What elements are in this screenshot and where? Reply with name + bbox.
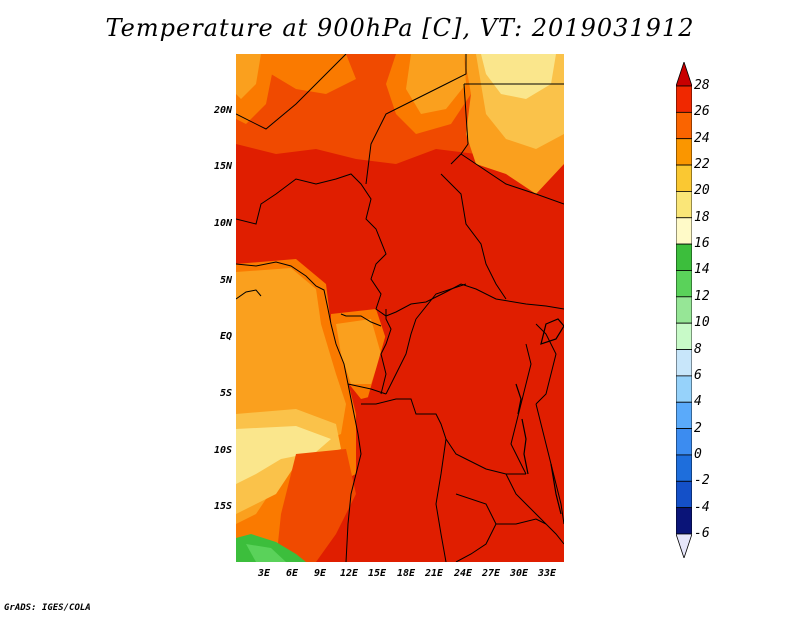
colorbar-box (676, 138, 692, 166)
lon-label-33e: 33E (537, 568, 557, 579)
ocean-coolest (236, 426, 331, 484)
colorbar-box (676, 243, 692, 271)
colorbar-box (676, 375, 692, 403)
lat-label-15n: 15N (213, 161, 232, 172)
colorbar-label: 2 (694, 420, 702, 436)
colorbar-label: 28 (694, 78, 710, 93)
lat-label-eq: EQ (219, 331, 232, 342)
lon-label-27e: 27E (481, 568, 501, 579)
colorbar-box (676, 191, 692, 219)
lat-label-10s: 10S (213, 445, 232, 456)
colorbar-box (676, 322, 692, 350)
lakes (515, 318, 564, 515)
colorbar-label: 24 (694, 130, 710, 146)
colorbar-box (676, 217, 692, 245)
colorbar-label: 8 (694, 341, 702, 357)
lat-label-20n: 20N (213, 105, 232, 116)
lon-label-30e: 30E (509, 568, 529, 579)
lon-label-9e: 9E (313, 568, 327, 579)
colorbar-label: -6 (694, 526, 710, 541)
colorbar (676, 62, 692, 558)
colorbar-label: 26 (694, 104, 710, 120)
chart-title: Temperature at 900hPa [C], VT: 201903191… (105, 14, 695, 42)
colorbar-label: -2 (694, 473, 710, 489)
northwest-cool (236, 54, 261, 99)
colorbar-box (676, 296, 692, 324)
lon-label-18e: 18E (396, 568, 416, 579)
lon-label-6e: 6E (285, 568, 299, 579)
colorbar-label: 6 (694, 367, 702, 383)
colorbar-box (676, 164, 692, 192)
colorbar-label: 14 (694, 262, 710, 278)
central-hot-core (356, 164, 564, 562)
colorbar-box (676, 349, 692, 377)
lat-label-15s: 15S (213, 501, 232, 512)
north-orange-patch (266, 54, 356, 94)
colorbar-box (676, 85, 692, 113)
colorbar-label: 0 (694, 446, 702, 462)
colorbar-box (676, 428, 692, 456)
colorbar-label: -4 (694, 499, 710, 515)
angola-warm (276, 449, 356, 562)
lon-label-15e: 15E (367, 568, 387, 579)
colorbar-box (676, 507, 692, 535)
lon-label-24e: 24E (453, 568, 473, 579)
colorbar-bottom-arrow (676, 533, 692, 558)
southwest-green-light (246, 544, 286, 562)
lon-label-21e: 21E (424, 568, 444, 579)
colorbar-label: 4 (694, 394, 702, 410)
colorbar-label: 10 (694, 315, 710, 331)
colorbar-box (676, 401, 692, 429)
colorbar-box (676, 480, 692, 509)
lon-label-3e: 3E (257, 568, 271, 579)
congo-coast-cooler (336, 319, 381, 384)
colorbar-box (676, 111, 692, 140)
colorbar-box (676, 270, 692, 298)
colorbar-label: 16 (694, 236, 710, 252)
lat-label-10n: 10N (213, 218, 232, 229)
colorbar-label: 12 (694, 288, 710, 304)
grads-credit: GrADS: IGES/COLA (4, 603, 91, 613)
colorbar-top-arrow (676, 62, 692, 87)
northeast-coolest (481, 54, 556, 99)
lat-label-5s: 5S (219, 388, 232, 399)
country-borders (236, 54, 564, 562)
north-sahara-cool (406, 54, 466, 114)
colorbar-box (676, 454, 692, 482)
lon-label-12e: 12E (339, 568, 359, 579)
colorbar-label: 20 (694, 183, 710, 199)
lat-label-5n: 5N (219, 275, 232, 286)
colorbar-label: 22 (694, 157, 710, 173)
colorbar-label: 18 (694, 209, 710, 225)
temperature-map (236, 54, 564, 562)
